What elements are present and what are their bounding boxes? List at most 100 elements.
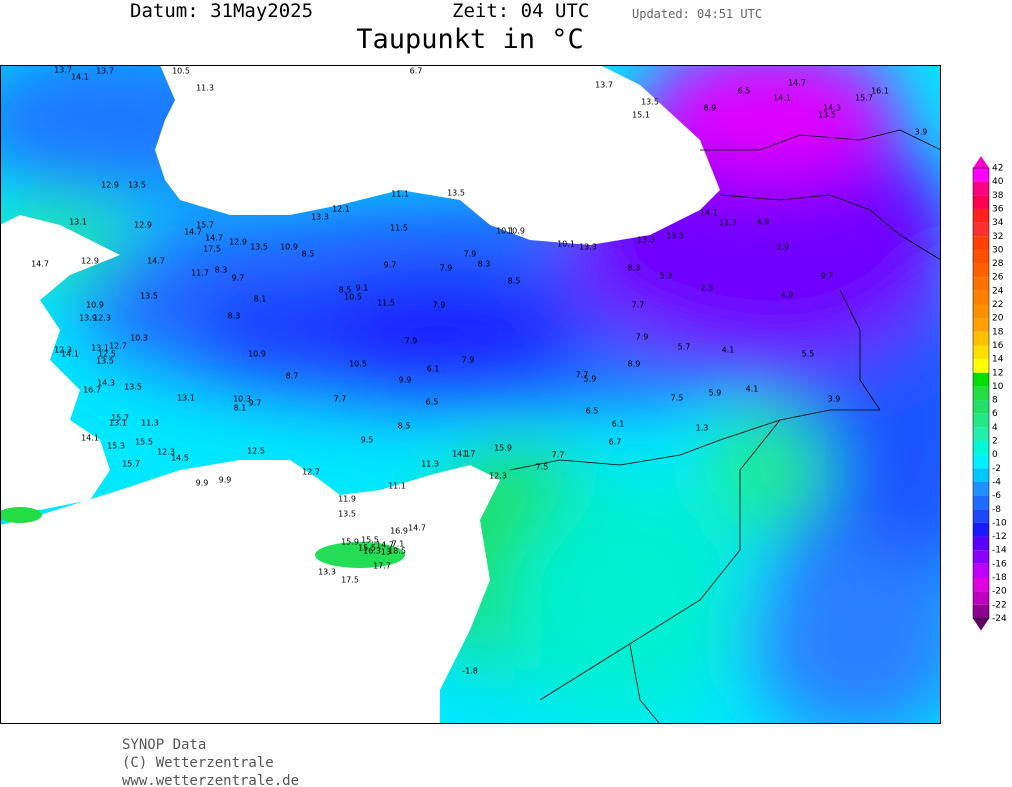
colorbar-cell — [973, 372, 989, 387]
colorbar-cell — [973, 386, 989, 401]
colorbar-label: 10 — [992, 382, 1004, 392]
station-value: 9.7 — [821, 272, 834, 281]
station-value: 12.3 — [54, 346, 72, 355]
station-value: 7.9 — [462, 356, 475, 365]
station-value: 13.5 — [124, 383, 142, 392]
station-value: 12.5 — [98, 350, 116, 359]
station-value: 7.7 — [334, 395, 347, 404]
colorbar-label: -14 — [992, 546, 1007, 556]
station-value: 2.5 — [701, 284, 714, 293]
colorbar-cell — [973, 413, 989, 428]
station-value: 6.5 — [426, 398, 439, 407]
station-value: 16.1 — [871, 87, 889, 96]
colorbar-label: -4 — [992, 477, 1001, 487]
station-value: 7.7 — [576, 371, 589, 380]
station-value: 9.7 — [249, 399, 262, 408]
colorbar-label: 40 — [992, 177, 1004, 187]
colorbar-cell — [973, 522, 989, 537]
station-value: 4.9 — [781, 291, 794, 300]
station-value: 3.9 — [915, 128, 928, 137]
colorbar-cell — [973, 400, 989, 414]
station-value: 13.1 — [177, 394, 195, 403]
map — [1, 66, 940, 723]
station-value: 9.1 — [356, 284, 369, 293]
station-value: 10.3 — [130, 334, 148, 343]
station-value: 6.1 — [427, 365, 440, 374]
colorbar-cell — [973, 441, 989, 455]
station-value: 7.7 — [632, 301, 645, 310]
colorbar-label: 28 — [992, 259, 1004, 269]
station-value: 8.5 — [398, 422, 411, 431]
station-value: 13.7 — [96, 67, 114, 76]
station-value: 5.5 — [802, 350, 815, 359]
station-value: 15.7 — [122, 460, 140, 469]
colorbar-cell — [973, 208, 989, 223]
station-value: 7.9 — [440, 264, 453, 273]
station-value: 13.5 — [818, 111, 836, 120]
station-value: 10.9 — [86, 301, 104, 310]
station-value: 11.5 — [377, 299, 395, 308]
station-value: 13.5 — [128, 181, 146, 190]
colorbar-label: 6 — [992, 409, 998, 419]
station-value: 17.7 — [373, 562, 391, 571]
station-value: 14.7 — [376, 541, 394, 550]
station-value: 16.9 — [390, 527, 408, 536]
colorbar-label: 38 — [992, 191, 1004, 201]
colorbar-label: 14 — [992, 355, 1004, 365]
station-value: 8.5 — [339, 286, 352, 295]
colorbar-cell — [973, 318, 989, 332]
station-value: 8.3 — [215, 266, 228, 275]
station-value: 5.9 — [709, 389, 722, 398]
station-value: 13.1 — [69, 218, 87, 227]
station-value: 12.1 — [332, 205, 350, 214]
station-value: 1.7 — [463, 450, 476, 459]
station-value: 9.9 — [399, 376, 412, 385]
station-value: 10.5 — [344, 293, 362, 302]
station-value: 8.3 — [478, 260, 491, 269]
station-value: 14.1 — [773, 94, 791, 103]
station-value: 15.3 — [107, 442, 125, 451]
station-value: 8.9 — [704, 104, 717, 113]
station-value: 6.7 — [609, 438, 622, 447]
colorbar-label: 18 — [992, 327, 1004, 337]
colorbar-cell — [973, 468, 989, 482]
colorbar-label: 34 — [992, 218, 1004, 228]
footer-url: www.wetterzentrale.de — [122, 773, 299, 787]
station-value: 9.9 — [196, 479, 209, 488]
station-value: 15.5 — [358, 544, 376, 553]
colorbar-cell — [973, 563, 989, 578]
station-value: 12.9 — [81, 257, 99, 266]
station-value: 14.1 — [452, 450, 470, 459]
station-value: 7.9 — [433, 301, 446, 310]
colorbar-label: 24 — [992, 286, 1004, 296]
colorbar-arrow — [973, 618, 989, 631]
colorbar-cell — [973, 359, 989, 373]
station-value: 10.9 — [507, 227, 525, 236]
station-value: 10.1 — [557, 240, 575, 249]
station-value: 8.9 — [628, 360, 641, 369]
station-value: 7.7 — [552, 451, 565, 460]
station-value: 11.3 — [196, 84, 214, 93]
station-value: 13.5 — [447, 189, 465, 198]
station-value: 8.3 — [628, 264, 641, 273]
station-value: 7.9 — [636, 333, 649, 342]
colorbar-cell — [973, 277, 989, 291]
colorbar-label: -24 — [992, 614, 1007, 624]
updated: Updated: 04:51 UTC — [632, 7, 762, 21]
station-value: 11.1 — [388, 482, 406, 491]
colorbar-cell — [973, 249, 989, 264]
station-value: 4.9 — [757, 218, 770, 227]
colorbar-cell — [973, 263, 989, 278]
station-value: 14.1 — [61, 350, 79, 359]
colorbar-label: 0 — [992, 450, 998, 460]
station-value: 8.1 — [234, 404, 247, 413]
station-value: 13.5 — [250, 243, 268, 252]
colorbar-cell — [973, 509, 989, 523]
station-value: 9.7 — [384, 261, 397, 270]
colorbar-cell — [973, 345, 989, 360]
station-value: 13.3 — [637, 236, 655, 245]
station-value: 14.7 — [205, 234, 223, 243]
colorbar-cell — [973, 331, 989, 346]
station-value: 13.5 — [338, 510, 356, 519]
colorbar-cell — [973, 495, 989, 510]
